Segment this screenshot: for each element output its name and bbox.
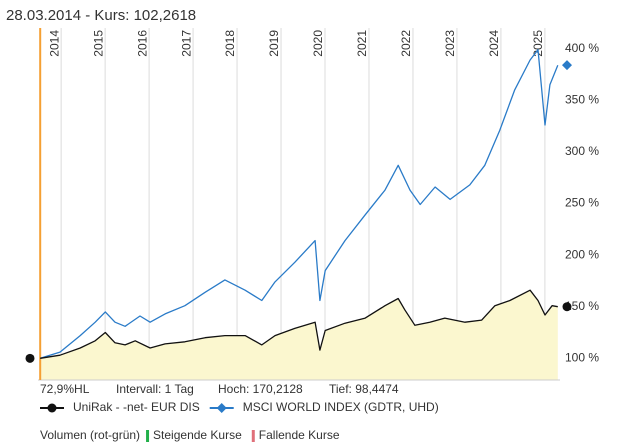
x-tick-label: 2018 — [223, 30, 237, 57]
end-marker — [562, 302, 572, 312]
y-tick-label: 200 % — [565, 247, 599, 261]
x-tick-label: 2015 — [91, 30, 105, 57]
legend-label: UniRak - -net- EUR DIS — [73, 400, 200, 414]
end-marker — [562, 60, 572, 71]
x-tick-label: 2016 — [135, 30, 149, 57]
volume-label: Volumen (rot-grün) — [40, 428, 140, 442]
y-tick-label: 250 % — [565, 196, 599, 210]
info-text: Intervall: 1 Tag — [116, 382, 194, 396]
y-tick-label: 150 % — [565, 299, 599, 313]
volume-item: Fallende Kurse — [259, 428, 340, 442]
volume-swatch — [251, 430, 255, 442]
x-tick-label: 2025 — [531, 30, 545, 57]
legend-marker — [216, 403, 227, 413]
line — [40, 49, 559, 359]
info-text: 72,9%HL — [40, 382, 90, 396]
y-tick-label: 350 % — [565, 92, 599, 106]
volume-item: Steigende Kurse — [153, 428, 242, 442]
x-tick-label: 2022 — [399, 30, 413, 57]
volume-swatch — [146, 430, 150, 442]
line — [40, 289, 558, 359]
x-tick-label: 2024 — [487, 30, 501, 57]
start-marker — [25, 353, 35, 363]
x-tick-label: 2019 — [267, 30, 281, 57]
x-tick-label: 2017 — [179, 30, 193, 57]
legend-marker — [47, 403, 57, 413]
y-tick-label: 300 % — [565, 144, 599, 158]
y-tick-label: 400 % — [565, 41, 599, 55]
area — [40, 290, 558, 380]
x-tick-label: 2020 — [311, 30, 325, 57]
info-text: Hoch: 170,2128 — [218, 382, 303, 396]
y-tick-label: 100 % — [565, 350, 599, 364]
x-tick-label: 2023 — [443, 30, 457, 57]
legend-label: MSCI WORLD INDEX (GDTR, UHD) — [243, 400, 439, 414]
chart-title: 28.03.2014 - Kurs: 102,2618 — [6, 7, 196, 24]
x-tick-label: 2021 — [355, 30, 369, 57]
x-tick-label: 2014 — [47, 30, 61, 57]
info-text: Tief: 98,4474 — [329, 382, 399, 396]
